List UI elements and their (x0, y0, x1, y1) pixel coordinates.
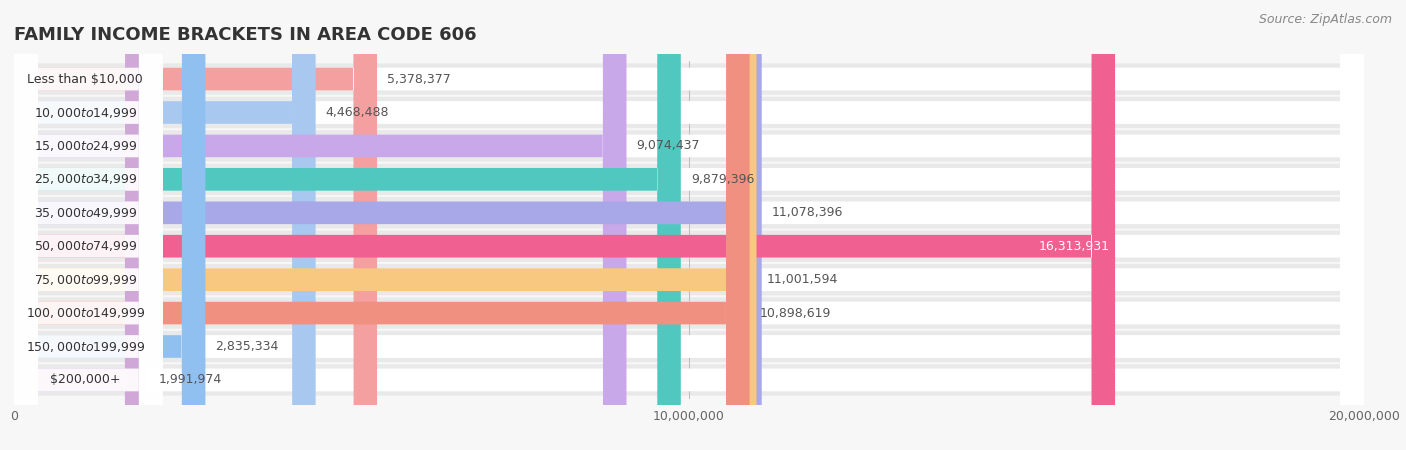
FancyBboxPatch shape (14, 0, 762, 450)
FancyBboxPatch shape (14, 0, 1364, 450)
FancyBboxPatch shape (14, 0, 1364, 450)
FancyBboxPatch shape (14, 0, 749, 450)
Text: 9,879,396: 9,879,396 (690, 173, 754, 186)
FancyBboxPatch shape (14, 0, 163, 450)
Text: 5,378,377: 5,378,377 (387, 72, 451, 86)
FancyBboxPatch shape (14, 0, 1115, 450)
FancyBboxPatch shape (14, 0, 1364, 450)
FancyBboxPatch shape (14, 0, 1364, 450)
FancyBboxPatch shape (14, 0, 1364, 450)
Text: $200,000+: $200,000+ (51, 374, 121, 387)
Text: 4,468,488: 4,468,488 (326, 106, 389, 119)
FancyBboxPatch shape (14, 0, 1364, 450)
FancyBboxPatch shape (14, 0, 1364, 450)
FancyBboxPatch shape (14, 0, 163, 450)
FancyBboxPatch shape (14, 0, 149, 450)
Text: 11,001,594: 11,001,594 (766, 273, 838, 286)
Text: Less than $10,000: Less than $10,000 (28, 72, 143, 86)
Text: 10,898,619: 10,898,619 (759, 306, 831, 320)
FancyBboxPatch shape (14, 0, 163, 450)
FancyBboxPatch shape (14, 0, 1364, 450)
Text: 9,074,437: 9,074,437 (637, 140, 700, 153)
FancyBboxPatch shape (14, 0, 1364, 450)
FancyBboxPatch shape (14, 0, 1364, 450)
FancyBboxPatch shape (14, 0, 627, 450)
FancyBboxPatch shape (14, 0, 1364, 450)
Text: 11,078,396: 11,078,396 (772, 206, 844, 219)
FancyBboxPatch shape (14, 0, 756, 450)
FancyBboxPatch shape (14, 0, 163, 450)
Text: $25,000 to $34,999: $25,000 to $34,999 (34, 172, 136, 186)
FancyBboxPatch shape (14, 0, 205, 450)
FancyBboxPatch shape (14, 0, 1364, 450)
FancyBboxPatch shape (14, 0, 1364, 450)
FancyBboxPatch shape (14, 0, 681, 450)
FancyBboxPatch shape (14, 0, 1364, 450)
Text: $100,000 to $149,999: $100,000 to $149,999 (25, 306, 145, 320)
FancyBboxPatch shape (14, 0, 163, 450)
Text: $150,000 to $199,999: $150,000 to $199,999 (25, 339, 145, 354)
Text: 2,835,334: 2,835,334 (215, 340, 278, 353)
FancyBboxPatch shape (14, 0, 1364, 450)
FancyBboxPatch shape (14, 0, 1364, 450)
FancyBboxPatch shape (14, 0, 163, 450)
Text: FAMILY INCOME BRACKETS IN AREA CODE 606: FAMILY INCOME BRACKETS IN AREA CODE 606 (14, 26, 477, 44)
Text: Source: ZipAtlas.com: Source: ZipAtlas.com (1258, 14, 1392, 27)
Text: 1,991,974: 1,991,974 (159, 374, 222, 387)
Text: $15,000 to $24,999: $15,000 to $24,999 (34, 139, 136, 153)
FancyBboxPatch shape (14, 0, 163, 450)
Text: 16,313,931: 16,313,931 (1039, 240, 1109, 253)
FancyBboxPatch shape (14, 0, 1364, 450)
FancyBboxPatch shape (14, 0, 1364, 450)
FancyBboxPatch shape (14, 0, 1364, 450)
FancyBboxPatch shape (14, 0, 163, 450)
FancyBboxPatch shape (14, 0, 163, 450)
FancyBboxPatch shape (14, 0, 377, 450)
Text: $50,000 to $74,999: $50,000 to $74,999 (34, 239, 136, 253)
FancyBboxPatch shape (14, 0, 1364, 450)
Text: $75,000 to $99,999: $75,000 to $99,999 (34, 273, 136, 287)
FancyBboxPatch shape (14, 0, 163, 450)
FancyBboxPatch shape (14, 0, 315, 450)
Text: $10,000 to $14,999: $10,000 to $14,999 (34, 105, 136, 120)
Text: $35,000 to $49,999: $35,000 to $49,999 (34, 206, 136, 220)
